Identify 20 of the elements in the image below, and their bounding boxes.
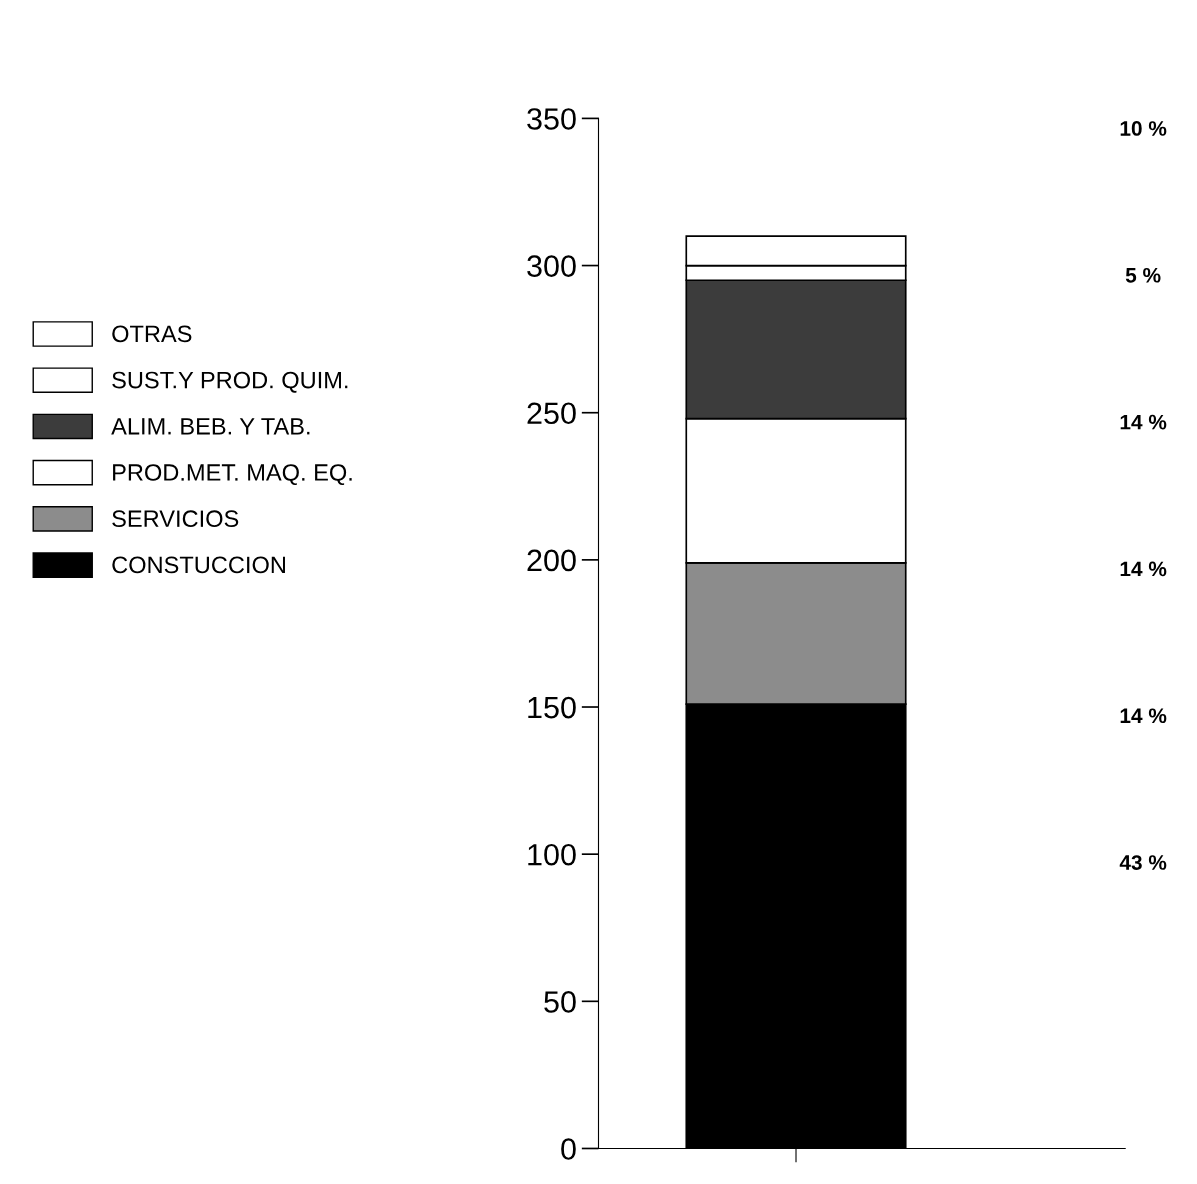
annotation: 43 % [1119,855,1167,870]
legend-label: PROD.MET. MAQ. EQ. [113,464,352,486]
annotation: 14 % [1120,708,1167,724]
y-tick-label: 0 [561,1138,576,1160]
legend-label: CONSTUCCION [112,556,285,574]
text: 5 % [1125,267,1161,283]
y-tick-label: 100 [528,843,576,866]
legend-label: SERVICIOS [112,510,239,528]
y-tick-label: 50 [544,991,576,1013]
legend-label: SUST.Y PROD. QUIM. [112,371,348,393]
y-tick-label: 250 [527,402,576,425]
y-tick-label: 200 [527,549,576,572]
annotation: 10 % [1120,121,1167,136]
legend-label: ALIM. BEB. Y TAB. [111,418,310,435]
y-tick-label: 350 [527,108,576,130]
annotation: 14 % [1120,561,1167,577]
y-tick-label: 300 [527,255,576,277]
legend-label: OTRAS [112,325,192,343]
annotation: 14 % [1120,414,1167,430]
y-tick-label: 150 [528,696,576,719]
